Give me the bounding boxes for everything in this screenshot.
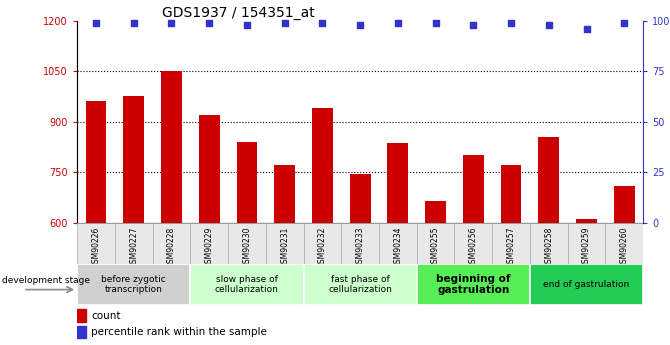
Point	[506, 20, 517, 26]
Point	[355, 22, 366, 28]
Bar	[417, 264, 530, 305]
Text: GSM90234: GSM90234	[393, 227, 403, 268]
Point	[619, 20, 630, 26]
Bar	[492, 223, 530, 264]
Bar	[115, 223, 153, 264]
Bar	[530, 264, 643, 305]
Bar	[77, 326, 86, 338]
Text: GSM90228: GSM90228	[167, 227, 176, 268]
Text: GSM90232: GSM90232	[318, 227, 327, 268]
Bar	[304, 223, 341, 264]
Bar	[539, 137, 559, 223]
Bar	[454, 223, 492, 264]
Bar	[463, 155, 484, 223]
Bar	[530, 223, 567, 264]
Point	[128, 20, 139, 26]
Bar	[237, 142, 257, 223]
Bar	[606, 223, 643, 264]
Bar	[86, 101, 107, 223]
Text: GSM90230: GSM90230	[243, 227, 251, 268]
Bar	[614, 186, 634, 223]
Point	[279, 20, 290, 26]
Bar	[350, 174, 371, 223]
Point	[468, 22, 478, 28]
Point	[317, 20, 328, 26]
Point	[166, 20, 177, 26]
Bar	[161, 71, 182, 223]
Bar	[199, 115, 220, 223]
Text: GSM90259: GSM90259	[582, 227, 591, 268]
Bar	[77, 223, 115, 264]
Text: fast phase of
cellularization: fast phase of cellularization	[328, 275, 392, 294]
Point	[204, 20, 214, 26]
Text: GSM90226: GSM90226	[91, 227, 100, 268]
Text: percentile rank within the sample: percentile rank within the sample	[91, 327, 267, 337]
Text: GSM90260: GSM90260	[620, 227, 629, 268]
Bar	[341, 223, 379, 264]
Point	[543, 22, 554, 28]
Text: GDS1937 / 154351_at: GDS1937 / 154351_at	[162, 6, 315, 20]
Text: GSM90258: GSM90258	[544, 227, 553, 268]
Text: count: count	[91, 311, 121, 321]
Bar	[387, 144, 408, 223]
Text: GSM90227: GSM90227	[129, 227, 138, 268]
Bar	[425, 201, 446, 223]
Bar	[153, 223, 190, 264]
Bar	[77, 264, 190, 305]
Point	[241, 22, 252, 28]
Bar	[576, 219, 597, 223]
Point	[90, 20, 101, 26]
Text: before zygotic
transcription: before zygotic transcription	[101, 275, 166, 294]
Bar	[500, 165, 521, 223]
Bar	[274, 165, 295, 223]
Point	[430, 20, 441, 26]
Point	[393, 20, 403, 26]
Bar	[190, 223, 228, 264]
Bar	[266, 223, 304, 264]
Text: GSM90233: GSM90233	[356, 227, 364, 268]
Text: GSM90231: GSM90231	[280, 227, 289, 268]
Bar	[304, 264, 417, 305]
Text: GSM90256: GSM90256	[469, 227, 478, 268]
Point	[581, 26, 592, 31]
Bar	[77, 309, 86, 322]
Bar	[228, 223, 266, 264]
Bar	[567, 223, 606, 264]
Bar	[417, 223, 454, 264]
Text: slow phase of
cellularization: slow phase of cellularization	[215, 275, 279, 294]
Text: beginning of
gastrulation: beginning of gastrulation	[436, 274, 511, 295]
Bar	[379, 223, 417, 264]
Text: GSM90229: GSM90229	[204, 227, 214, 268]
Bar	[123, 96, 144, 223]
Text: GSM90257: GSM90257	[507, 227, 516, 268]
Bar	[312, 108, 333, 223]
Text: GSM90255: GSM90255	[431, 227, 440, 268]
Bar	[190, 264, 304, 305]
Text: end of gastrulation: end of gastrulation	[543, 280, 630, 289]
Text: development stage: development stage	[1, 276, 90, 285]
